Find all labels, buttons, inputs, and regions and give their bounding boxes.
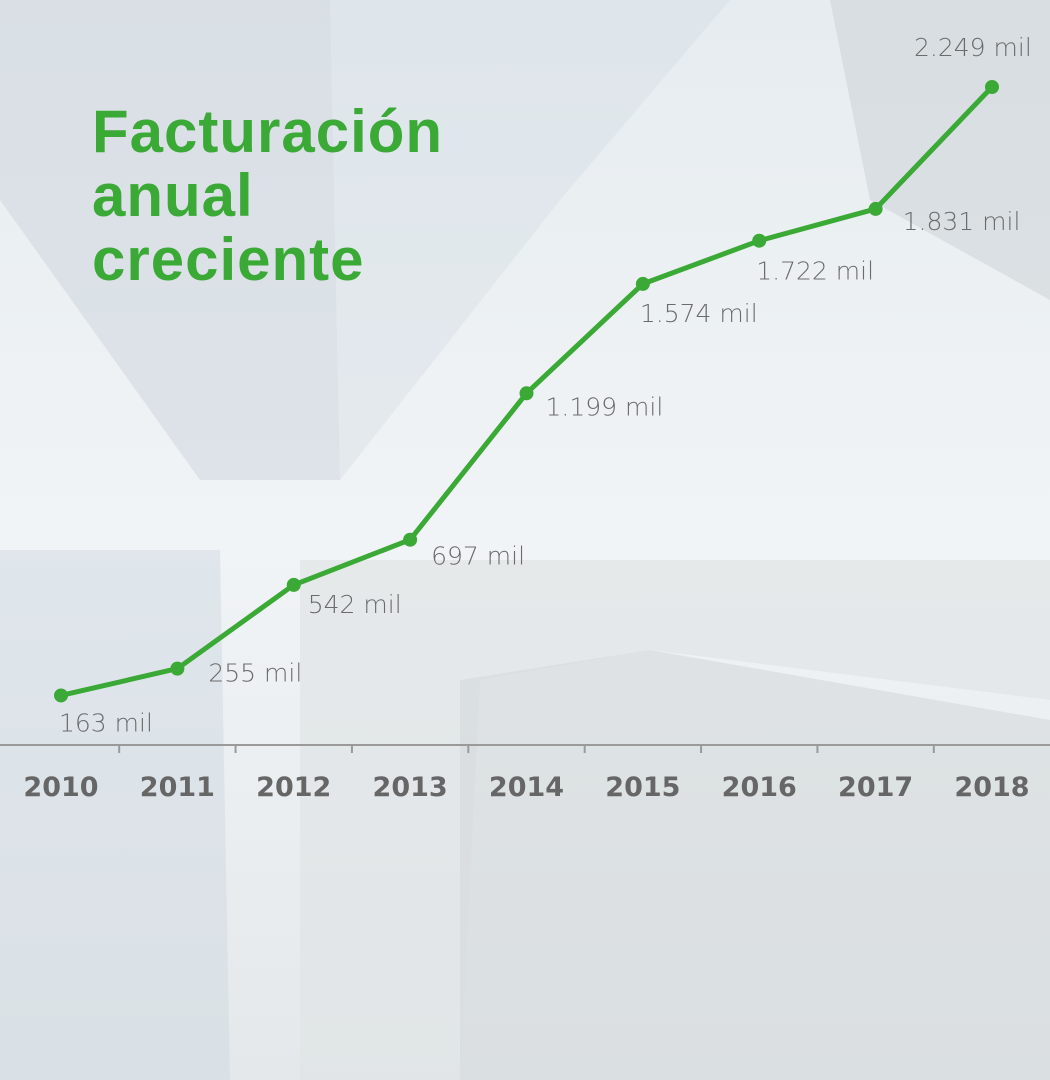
x-tick-label: 2016	[722, 772, 797, 803]
data-label: 1.722 mil	[756, 257, 874, 286]
data-label: 1.831 mil	[903, 207, 1021, 236]
data-point	[985, 80, 999, 94]
data-label: 1.574 mil	[640, 299, 758, 328]
x-tick-label: 2010	[23, 772, 98, 803]
data-label: 542 mil	[308, 590, 402, 619]
x-tick-label: 2017	[838, 772, 913, 803]
chart: 2010 2011 2012 2013 2014 2015 2016 2017 2018 163 …	[0, 0, 1050, 1080]
x-tick-label: 2018	[954, 772, 1029, 803]
data-point	[403, 533, 417, 547]
x-tick-label: 2013	[373, 772, 448, 803]
x-tick-label: 2015	[605, 772, 680, 803]
data-label: 2.249 mil	[914, 33, 1032, 62]
data-point	[520, 386, 534, 400]
data-point	[752, 234, 766, 248]
data-point	[54, 688, 68, 702]
page: {"chart_data": {"type": "line", "title":…	[0, 0, 1050, 1080]
data-label: 163 mil	[59, 708, 153, 737]
x-tick-label: 2014	[489, 772, 564, 803]
data-label: 697 mil	[431, 542, 525, 571]
x-tick-label: 2011	[140, 772, 215, 803]
data-point	[287, 578, 301, 592]
data-point	[869, 202, 883, 216]
data-point	[170, 662, 184, 676]
x-tick-label: 2012	[256, 772, 331, 803]
data-label: 1.199 mil	[546, 392, 664, 421]
data-label: 255 mil	[208, 659, 302, 688]
data-point	[636, 277, 650, 291]
